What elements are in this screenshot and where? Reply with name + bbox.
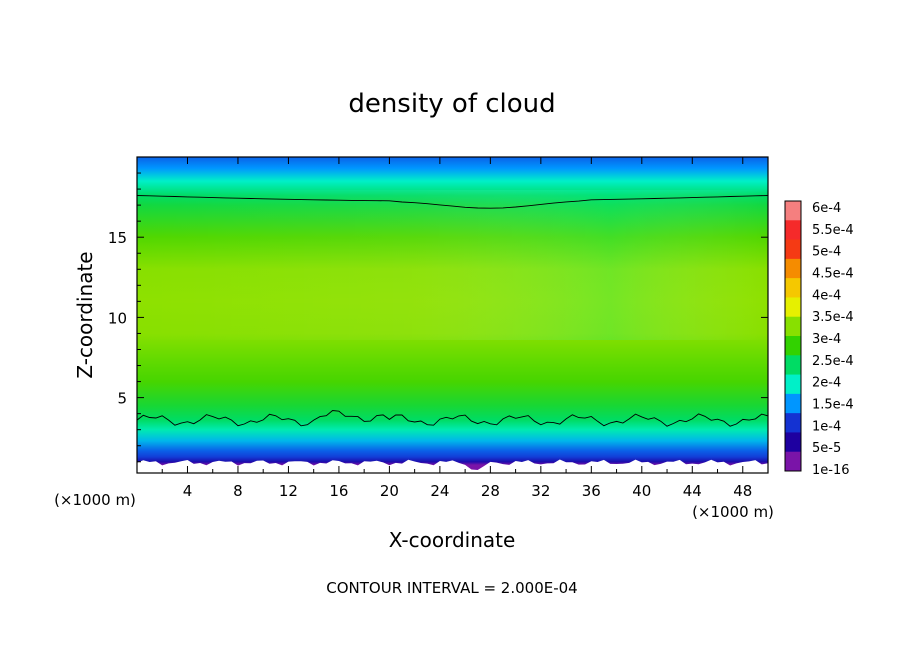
x-tick-label: 8 <box>233 482 243 500</box>
ground-mask <box>137 459 768 473</box>
colorbar-swatch <box>785 201 801 221</box>
colorbar-label: 3.5e-4 <box>812 310 854 325</box>
y-tick-label: 10 <box>108 309 127 327</box>
x-tick-label: 48 <box>733 482 752 500</box>
x-tick-label: 16 <box>329 482 348 500</box>
x-tick-label: 24 <box>430 482 449 500</box>
x-tick-label: 44 <box>683 482 702 500</box>
x-tick-label: 4 <box>183 482 193 500</box>
y-tick-label: 15 <box>108 229 127 247</box>
colorbar-swatch <box>785 413 801 433</box>
colorbar-swatch <box>785 278 801 298</box>
colorbar-swatch <box>785 297 801 318</box>
y-axis-label: Z-coordinate <box>73 251 97 378</box>
colorbar-label: 6e-4 <box>812 201 841 216</box>
contour-line-lower <box>137 410 768 427</box>
colorbar-label: 1e-4 <box>812 419 841 434</box>
colorbar-swatch <box>785 374 801 395</box>
colorbar-label: 5e-5 <box>812 441 841 456</box>
colorbar-label: 4e-4 <box>812 288 841 303</box>
colorbar-swatch <box>785 239 801 260</box>
colorbar-frame <box>784 200 802 472</box>
x-tick-label: 36 <box>582 482 601 500</box>
colorbar-swatch <box>785 393 801 414</box>
x-tick-label: 12 <box>279 482 298 500</box>
colorbar-swatch <box>785 220 801 240</box>
contour-line-upper <box>137 195 768 209</box>
colorbar-swatch <box>785 316 801 337</box>
x-tick-label: 32 <box>531 482 550 500</box>
x-tick-label: 20 <box>380 482 399 500</box>
colorbar-label: 1e-16 <box>812 463 850 478</box>
x-unit-right: (×1000 m) <box>692 503 774 521</box>
colorbar-swatch <box>785 336 801 356</box>
colorbar-label: 4.5e-4 <box>812 267 854 282</box>
chart-title: density of cloud <box>348 89 555 119</box>
y-tick-label: 5 <box>117 390 127 408</box>
colorbar: 6e-4 5.5e-4 5e-4 4.5e-4 4e-4 3.5e-4 3e-4 2.5e-4… <box>784 200 854 478</box>
density-field-shading <box>137 190 768 340</box>
colorbar-swatch <box>785 258 801 279</box>
colorbar-label: 1.5e-4 <box>812 398 854 413</box>
x-tick-label: 40 <box>632 482 651 500</box>
colorbar-swatch <box>785 355 801 375</box>
x-unit-left: (×1000 m) <box>54 491 136 509</box>
colorbar-swatch <box>785 451 801 472</box>
colorbar-label: 5.5e-4 <box>812 223 854 238</box>
colorbar-label: 2.5e-4 <box>812 354 854 369</box>
x-tick-label: 28 <box>481 482 500 500</box>
colorbar-label: 3e-4 <box>812 332 841 347</box>
plot-frame <box>136 156 769 474</box>
x-axis-label: X-coordinate <box>389 528 516 552</box>
colorbar-swatch <box>785 432 801 453</box>
plot-area <box>137 157 768 473</box>
contour-interval-note: CONTOUR INTERVAL = 2.000E-04 <box>326 579 577 597</box>
colorbar-label: 2e-4 <box>812 376 841 391</box>
colorbar-label: 5e-4 <box>812 245 841 260</box>
